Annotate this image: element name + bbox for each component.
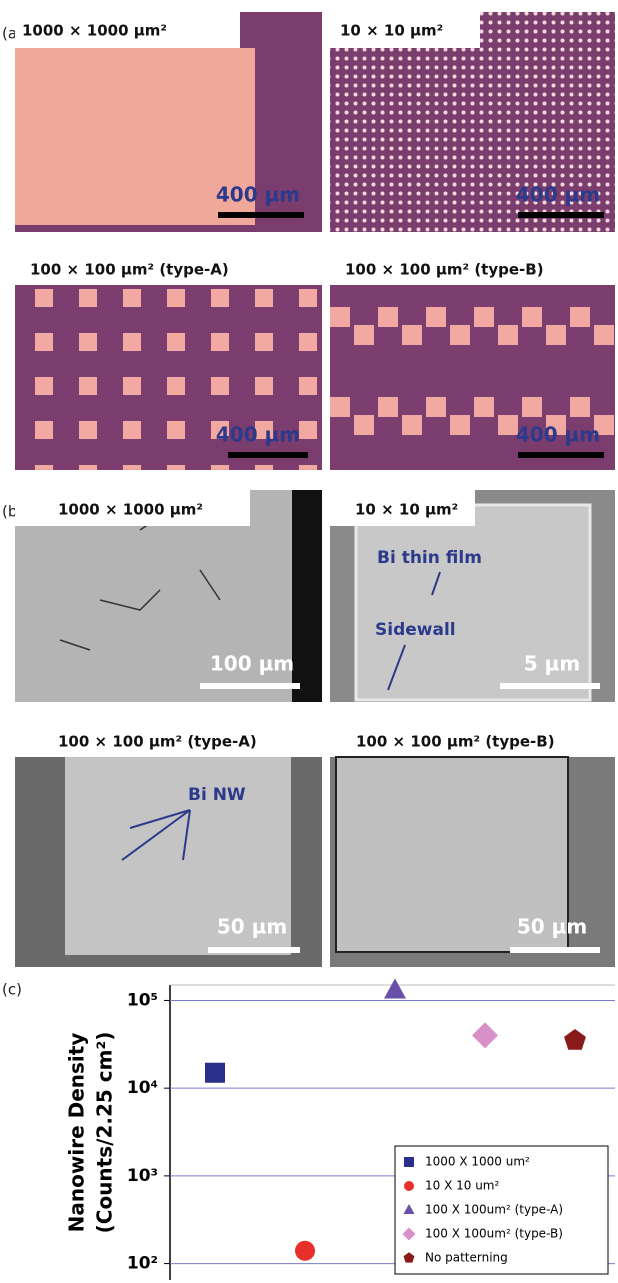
legend-label: 100 X 100um² (type-B) [425,1227,563,1241]
y-tick-label: 10² [127,1254,158,1274]
legend-marker [404,1157,414,1167]
figure: (a) 1000 × 1000 µm² 400 µm 10 × 10 µm² 4… [0,0,618,1283]
scale-label: 400 µm [516,423,600,447]
micrograph: 10 × 10 µm² 400 µm [330,12,615,232]
sem-image: Bi NW 50 µm [15,757,322,967]
legend-label: 1000 X 1000 um² [425,1155,530,1169]
micrograph: 400 µm [15,285,322,470]
y-tick-label: 10⁵ [127,990,158,1010]
marker [295,1241,315,1261]
marker [205,1063,225,1083]
sem-image: 10 × 10 µm² Bi thin film Sidewall 5 µm [330,490,615,702]
image-title: 100 × 100 µm² (type-B) [356,733,555,751]
marker [564,1029,586,1050]
sem-image: 1000 × 1000 µm² 100 µm [15,490,322,702]
sem-image: 50 µm [330,757,615,967]
scale-label: 5 µm [524,652,580,676]
legend-label: 100 X 100um² (type-A) [425,1203,563,1217]
image-title: 100 × 100 µm² (type-B) [345,261,544,279]
legend-label: 10 X 10 um² [425,1179,499,1193]
marker [384,978,406,998]
scale-label: 400 µm [516,183,600,207]
scale-label: 50 µm [217,915,287,939]
scale-label: 100 µm [210,652,294,676]
scale-label: 50 µm [517,915,587,939]
legend-label: No patterning [425,1251,508,1265]
panel-label: (c) [2,981,22,999]
y-tick-label: 10⁴ [127,1078,158,1098]
legend-marker [404,1181,414,1191]
y-axis-title: (Counts/2.25 cm²) [93,1032,117,1234]
y-tick-label: 10³ [127,1166,158,1186]
annotation: Bi NW [188,785,246,805]
annotation: Sidewall [375,620,456,640]
y-axis-title: Nanowire Density [65,1033,89,1233]
image-title: 100 × 100 µm² (type-A) [58,733,257,751]
marker [472,1022,498,1048]
micrograph: 1000 × 1000 µm² 400 µm [15,12,322,232]
scale-label: 400 µm [216,183,300,207]
image-title: 1000 × 1000 µm² [22,22,167,40]
scale-label: 400 µm [216,423,300,447]
micrograph: 400 µm [330,285,615,470]
image-title: 1000 × 1000 µm² [58,501,203,519]
image-title: 100 × 100 µm² (type-A) [30,261,229,279]
image-title: 10 × 10 µm² [340,22,443,40]
annotation: Bi thin film [377,548,482,568]
image-title: 10 × 10 µm² [355,501,458,519]
